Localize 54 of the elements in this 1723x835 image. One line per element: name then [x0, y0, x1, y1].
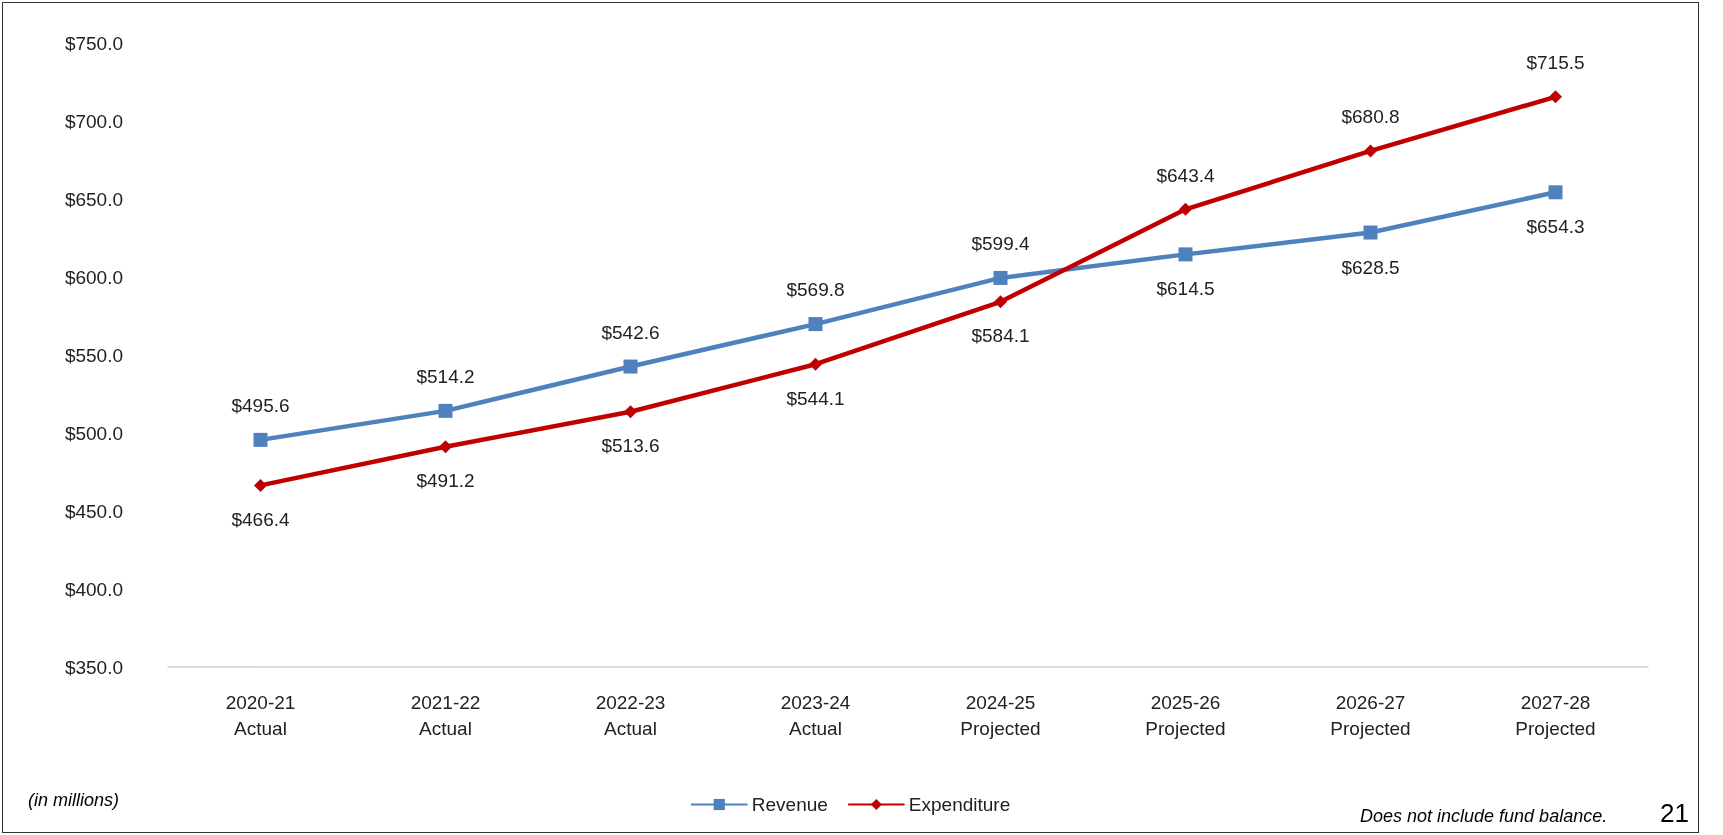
point	[1363, 225, 1378, 240]
point	[1179, 202, 1192, 216]
point	[808, 317, 823, 332]
data-label: $599.4	[971, 232, 1030, 254]
y-tick-label: $650.0	[64, 188, 123, 210]
data-label: $466.4	[231, 508, 290, 530]
data-label: $680.8	[1341, 106, 1400, 128]
point	[1549, 90, 1562, 104]
data-label: $628.5	[1341, 256, 1400, 278]
data-label: $643.4	[1156, 164, 1215, 186]
y-tick-label: $400.0	[64, 578, 123, 600]
data-label: $513.6	[601, 435, 660, 457]
data-label: $544.1	[786, 387, 845, 409]
x-tick-label: 2024-25 Projected	[960, 691, 1041, 739]
point	[993, 270, 1008, 285]
x-tick-label: 2020-21 Actual	[225, 691, 296, 739]
y-tick-label: $450.0	[64, 500, 123, 522]
data-label: $654.3	[1526, 216, 1585, 238]
data-label: $614.5	[1156, 278, 1215, 300]
x-tick-label: 2026-27 Projected	[1330, 691, 1411, 739]
point	[1178, 247, 1193, 262]
y-tick-label: $550.0	[64, 344, 123, 366]
y-tick-label: $350.0	[64, 656, 123, 678]
text: (in millions)	[28, 790, 120, 811]
x-tick-label: 2027-28 Projected	[1515, 691, 1596, 739]
x-tick-label: 2025-26 Projected	[1145, 691, 1226, 739]
y-tick-label: $600.0	[64, 266, 123, 288]
data-label: $569.8	[786, 279, 845, 301]
point	[1548, 185, 1563, 200]
data-label: $491.2	[416, 470, 475, 492]
point	[438, 403, 453, 418]
legend-label: Expenditure	[908, 794, 1011, 815]
data-label: $584.1	[971, 325, 1030, 347]
data-label: $495.6	[231, 394, 290, 416]
x-tick-label: 2022-23 Actual	[595, 691, 666, 739]
point	[809, 357, 822, 371]
y-tick-label: $500.0	[64, 422, 123, 444]
point	[439, 440, 452, 454]
legend-label: Revenue	[751, 794, 828, 815]
data-label: $715.5	[1526, 52, 1585, 74]
y-tick-label: $750.0	[64, 32, 123, 54]
point	[253, 432, 268, 447]
x-tick-label: 2023-24 Actual	[780, 691, 851, 739]
point	[623, 359, 638, 374]
data-label: $514.2	[416, 365, 475, 387]
point	[994, 295, 1007, 309]
y-tick-label: $700.0	[64, 110, 123, 132]
text: 21	[1660, 798, 1689, 829]
point	[1364, 144, 1377, 158]
point	[624, 405, 637, 419]
x-tick-label: 2021-22 Actual	[410, 691, 481, 739]
text: Does not include fund balance.	[1360, 806, 1608, 827]
point	[254, 478, 267, 492]
data-label: $542.6	[601, 321, 660, 343]
